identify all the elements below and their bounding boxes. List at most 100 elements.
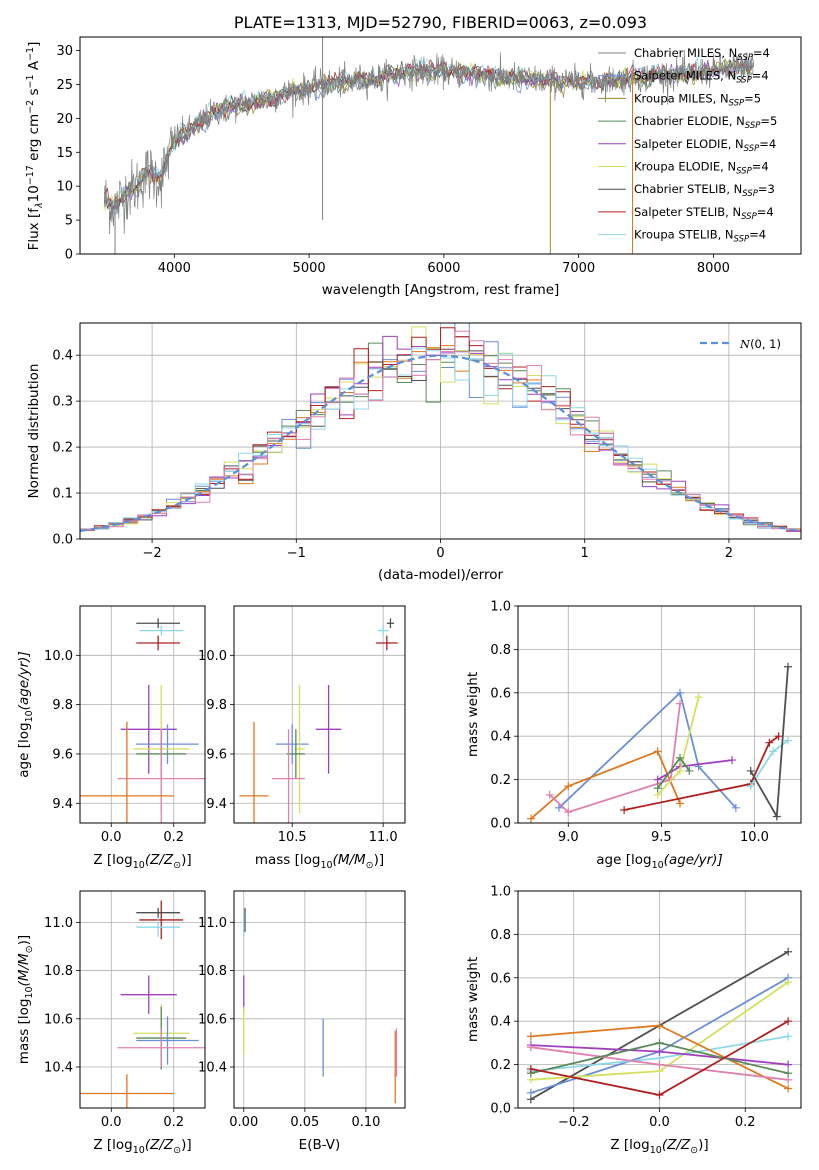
legend: N(0, 1) bbox=[700, 337, 781, 351]
weight-marker bbox=[784, 947, 793, 956]
x-tick-label: 0.10 bbox=[351, 1115, 380, 1130]
weight-marker bbox=[685, 766, 694, 775]
x-tick-label: 4000 bbox=[158, 261, 191, 276]
data-point-errorbar bbox=[136, 907, 180, 918]
y-tick-label: 15 bbox=[56, 146, 73, 161]
x-axis-label: Z [log10(Z/Z⊙)] bbox=[93, 1137, 191, 1156]
weight-marker bbox=[653, 775, 662, 784]
y-axis-label: mass [log10(M/M⊙)] bbox=[16, 935, 35, 1064]
x-axis-label: wavelength [Angstrom, rest frame] bbox=[322, 282, 560, 298]
weight-marker bbox=[545, 790, 554, 799]
data-point-errorbar bbox=[139, 625, 184, 636]
weight-marker bbox=[746, 766, 755, 775]
x-tick-label: 10.5 bbox=[278, 830, 307, 845]
weight-series bbox=[545, 699, 684, 817]
y-tick-label: 10.0 bbox=[44, 649, 73, 664]
weight-marker bbox=[774, 732, 783, 741]
weight-marker bbox=[655, 1090, 664, 1099]
x-tick-label: 5000 bbox=[293, 261, 326, 276]
y-tick-label: 0.8 bbox=[490, 928, 511, 943]
weight-marker bbox=[694, 693, 703, 702]
legend-label: Chabrier ELODIE, NSSP=5 bbox=[634, 114, 777, 131]
y-tick-label: 9.6 bbox=[52, 747, 73, 762]
y-tick-label: 0.0 bbox=[490, 817, 511, 832]
normal-reference-curve bbox=[80, 354, 801, 532]
legend-label: Kroupa MILES, NSSP=5 bbox=[634, 91, 761, 108]
y-tick-label: 10.8 bbox=[198, 964, 227, 979]
plot-area bbox=[243, 907, 398, 1104]
y-tick-label: 10.6 bbox=[44, 1012, 73, 1027]
weight-marker bbox=[746, 782, 755, 791]
weight-marker bbox=[784, 978, 793, 987]
data-point-errorbar bbox=[80, 1074, 174, 1108]
data-point-errorbar bbox=[136, 618, 180, 629]
weight-marker bbox=[620, 805, 629, 814]
y-tick-label: 9.6 bbox=[206, 747, 227, 762]
y-tick-label: 0.2 bbox=[490, 1058, 511, 1073]
weight-marker bbox=[728, 756, 737, 765]
plot-area bbox=[239, 618, 398, 823]
weight-marker bbox=[784, 1017, 793, 1026]
x-axis-label: Z [log10(Z/Z⊙)] bbox=[610, 1137, 708, 1156]
legend-label: Salpeter ELODIE, NSSP=4 bbox=[634, 137, 776, 154]
weight-marker bbox=[731, 803, 740, 812]
weight-marker bbox=[564, 808, 573, 817]
weight-series bbox=[526, 1038, 793, 1078]
data-point-errorbar bbox=[136, 635, 180, 651]
weight-marker bbox=[655, 1060, 664, 1069]
x-tick-label: 8000 bbox=[697, 261, 730, 276]
y-axis-label: Flux [fλ10−17 erg cm−2 s−1 A−1] bbox=[25, 42, 45, 251]
y-tick-label: 9.8 bbox=[52, 698, 73, 713]
plot-area bbox=[526, 947, 793, 1104]
axes-3: 10.5 11.0 9.4 9.6 9.8 10.0 mass [log10(M/M⊙)] bbox=[198, 605, 406, 871]
y-tick-label: 0 bbox=[65, 248, 73, 263]
legend-label: Salpeter MILES, NSSP=4 bbox=[634, 69, 769, 86]
x-tick-label: 0.2 bbox=[735, 1115, 756, 1130]
x-tick-label: −0.2 bbox=[558, 1115, 590, 1130]
legend-label: Kroupa STELIB, NSSP=4 bbox=[634, 228, 766, 245]
x-tick-label: 0.0 bbox=[101, 1115, 122, 1130]
weight-series bbox=[653, 693, 703, 799]
data-point-errorbar bbox=[139, 900, 184, 940]
data-point-errorbar bbox=[136, 917, 180, 937]
x-tick-label: 9.0 bbox=[558, 830, 579, 845]
y-tick-label: 11.0 bbox=[198, 916, 227, 931]
legend: Chabrier MILES, NSSP=4 Salpeter MILES, NS… bbox=[598, 46, 777, 245]
data-point-errorbar bbox=[136, 724, 199, 764]
x-tick-label: 2 bbox=[725, 546, 733, 561]
weight-marker bbox=[526, 1088, 535, 1097]
legend-label: Salpeter STELIB, NSSP=4 bbox=[634, 205, 774, 222]
x-tick-label: 0.0 bbox=[101, 830, 122, 845]
x-tick-label: 10.0 bbox=[740, 830, 769, 845]
y-tick-label: 10.6 bbox=[198, 1012, 227, 1027]
weight-series bbox=[527, 747, 684, 823]
weight-marker bbox=[554, 803, 563, 812]
data-point-errorbar bbox=[286, 729, 305, 779]
y-tick-label: 11.0 bbox=[44, 916, 73, 931]
weight-series bbox=[746, 662, 792, 821]
weight-marker bbox=[765, 738, 774, 747]
y-tick-label: 10 bbox=[56, 180, 73, 195]
legend-label: N(0, 1) bbox=[739, 337, 781, 351]
x-tick-label: 11.0 bbox=[369, 830, 398, 845]
axes-4: 9.0 9.5 10.0 0.0 0.2 0.4 0.6 0.8 1.0 age [log10(a… bbox=[465, 600, 802, 871]
weight-marker bbox=[526, 1043, 535, 1052]
data-point-errorbar bbox=[120, 975, 177, 1014]
x-tick-label: 0.2 bbox=[163, 830, 184, 845]
x-tick-label: 0.05 bbox=[290, 1115, 319, 1130]
legend-label: Kroupa ELODIE, NSSP=4 bbox=[634, 160, 769, 177]
y-tick-label: 10.4 bbox=[44, 1061, 73, 1076]
y-tick-label: 0.4 bbox=[490, 730, 511, 745]
plot-area bbox=[80, 323, 801, 532]
data-point-errorbar bbox=[275, 724, 309, 764]
weight-marker bbox=[675, 753, 684, 762]
y-axis-label: mass weight bbox=[465, 672, 481, 757]
axes-frame bbox=[233, 605, 406, 824]
weight-series bbox=[526, 1017, 793, 1099]
y-tick-label: 10.0 bbox=[198, 649, 227, 664]
data-point-errorbar bbox=[117, 1028, 205, 1068]
legend-label: Chabrier MILES, NSSP=4 bbox=[634, 46, 770, 63]
data-point-errorbar bbox=[117, 729, 205, 823]
chart-title: PLATE=1313, MJD=52790, FIBERID=0063, z=0… bbox=[234, 13, 647, 32]
data-point-errorbar bbox=[386, 618, 395, 629]
